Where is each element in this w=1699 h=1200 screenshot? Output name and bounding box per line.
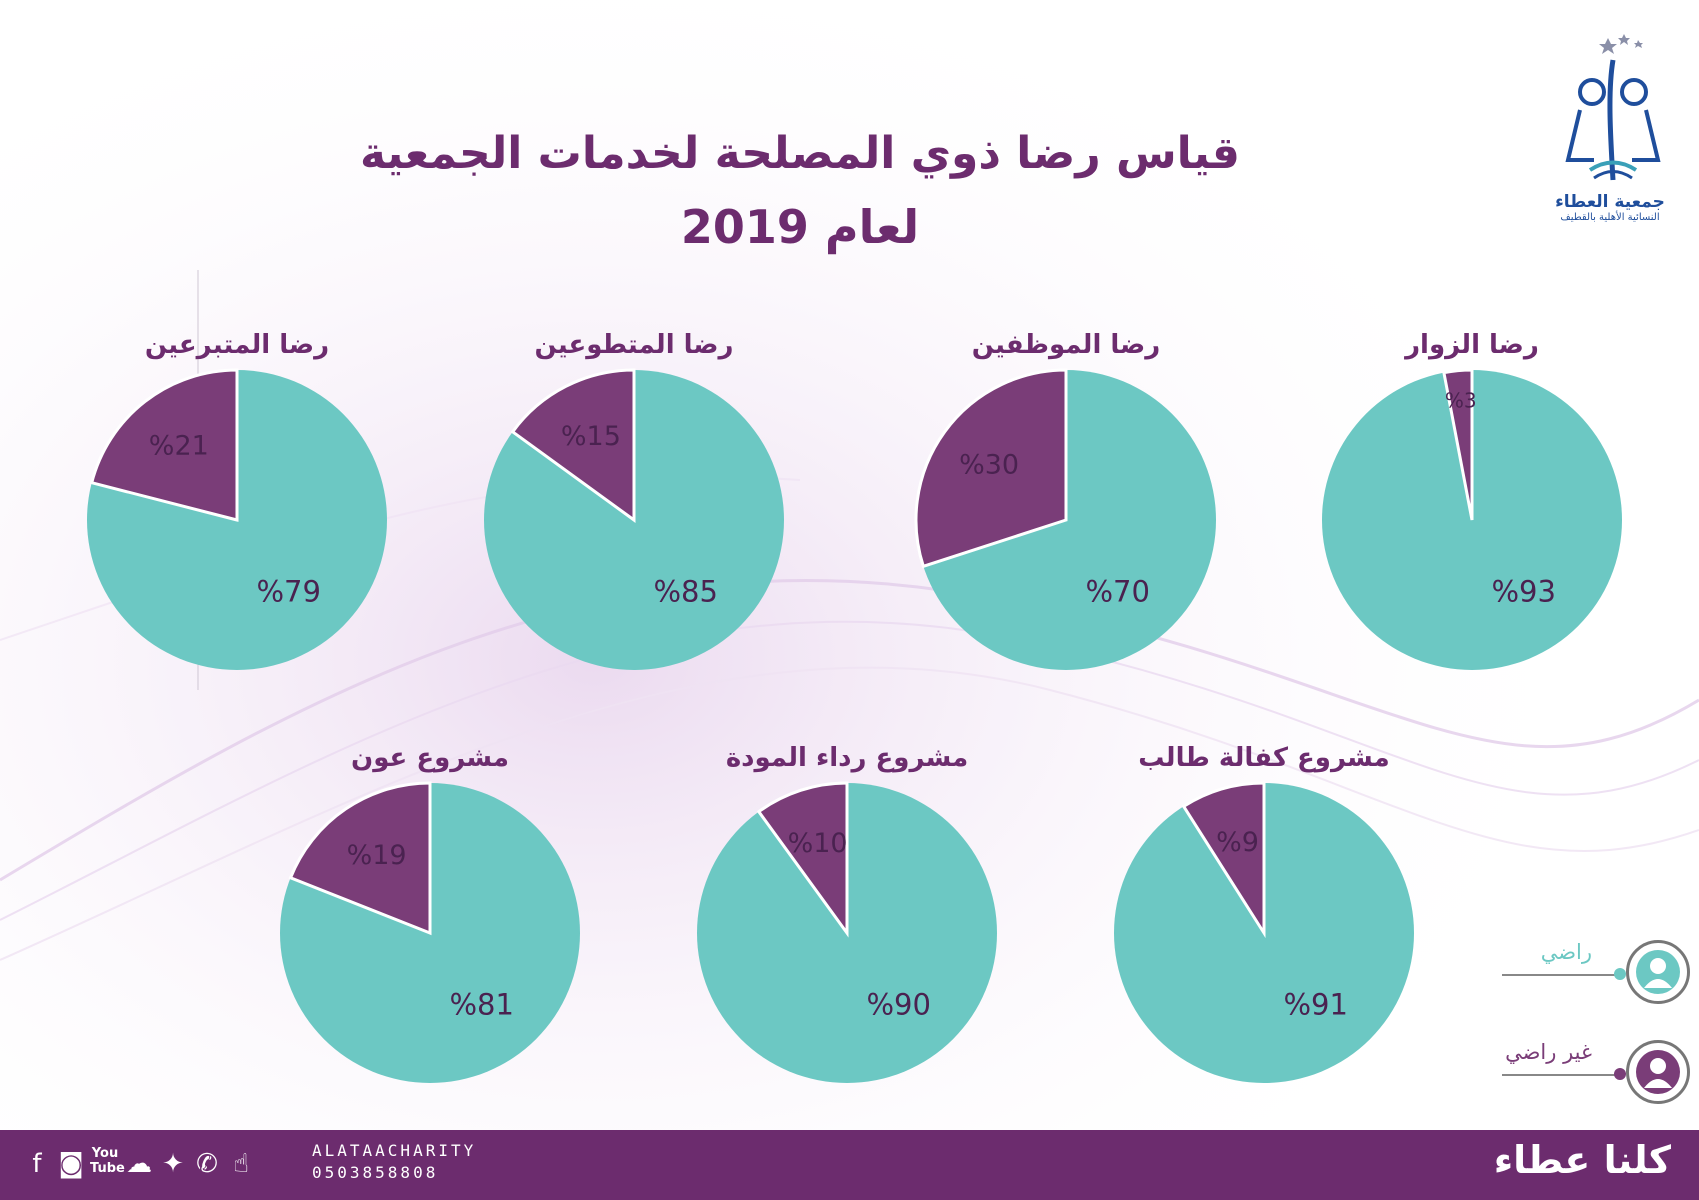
pie-chart-student-sponsorship: مشروع كفالة طالب %9 %91 bbox=[1094, 738, 1434, 1088]
pie-svg: %9 %91 bbox=[1114, 781, 1414, 1083]
logo-name: جمعية العطاء bbox=[1555, 192, 1665, 212]
youtube-icon[interactable]: You Tube bbox=[90, 1146, 125, 1176]
logo-emblem-icon bbox=[1565, 34, 1661, 181]
legend-item-satisfied: راضي bbox=[1500, 940, 1690, 1020]
pie-title: مشروع كفالة طالب bbox=[1138, 743, 1390, 773]
like-icon[interactable]: ☝ bbox=[233, 1149, 249, 1179]
person-icon bbox=[1636, 950, 1680, 994]
legend-line bbox=[1502, 1074, 1622, 1076]
pie-chart-volunteers: رضا المتطوعين %15 %85 bbox=[464, 325, 804, 675]
pie-svg: %10 %90 bbox=[697, 781, 997, 1083]
pie-label-unsatisfied: %15 bbox=[561, 421, 621, 452]
instagram-icon[interactable]: ◙ bbox=[58, 1149, 84, 1179]
pie-label-satisfied: %90 bbox=[866, 987, 930, 1021]
snapchat-icon[interactable]: ☁ bbox=[126, 1149, 152, 1179]
footer-contact: ALATAACHARITY 0503858808 bbox=[312, 1140, 476, 1184]
legend-dot bbox=[1614, 1068, 1626, 1080]
social-handle[interactable]: ALATAACHARITY bbox=[312, 1141, 477, 1160]
pie-chart-employees: رضا الموظفين %30 %70 bbox=[896, 325, 1236, 675]
pie-title: رضا المتبرعين bbox=[144, 330, 330, 360]
whatsapp-icon[interactable]: ✆ bbox=[196, 1149, 218, 1179]
pie-label-satisfied: %93 bbox=[1491, 574, 1555, 608]
twitter-icon[interactable]: ✦ bbox=[162, 1149, 184, 1179]
legend-label: راضي bbox=[1540, 940, 1592, 964]
footer-slogan: كلنا عطاء bbox=[1493, 1138, 1671, 1182]
pie-label-unsatisfied: %9 bbox=[1216, 827, 1259, 858]
pie-label-unsatisfied: %3 bbox=[1445, 389, 1477, 413]
pie-slice-unsatisfied bbox=[288, 781, 432, 936]
pie-title: رضا الزوار bbox=[1405, 330, 1539, 360]
legend-item-unsatisfied: غير راضي bbox=[1500, 1040, 1690, 1120]
footer-bar: f ◙ You Tube ☁ ✦ ✆ ☝ ALATAACHARITY 050385… bbox=[0, 1130, 1699, 1200]
pie-title: رضا الموظفين bbox=[971, 330, 1161, 360]
pie-slice-unsatisfied bbox=[914, 368, 1068, 569]
legend-circle bbox=[1626, 940, 1690, 1004]
page-title: قياس رضا ذوي المصلحة لخدمات الجمعية bbox=[360, 128, 1240, 179]
pie-label-unsatisfied: %10 bbox=[788, 828, 848, 859]
phone-number[interactable]: 0503858808 bbox=[312, 1163, 439, 1182]
social-icons: f ◙ You Tube ☁ ✦ ✆ ☝ bbox=[22, 1146, 256, 1182]
pie-label-satisfied: %91 bbox=[1283, 987, 1347, 1021]
pie-slice-unsatisfied bbox=[89, 368, 239, 522]
person-icon bbox=[1636, 1050, 1680, 1094]
pie-label-unsatisfied: %19 bbox=[347, 840, 407, 871]
legend-label: غير راضي bbox=[1505, 1040, 1592, 1064]
pie-label-unsatisfied: %30 bbox=[959, 450, 1019, 481]
pie-label-satisfied: %70 bbox=[1085, 574, 1149, 608]
pie-svg: %21 %79 bbox=[87, 368, 387, 670]
pie-svg: %30 %70 bbox=[914, 368, 1216, 670]
legend-circle bbox=[1626, 1040, 1690, 1104]
pie-slice-unsatisfied bbox=[1442, 368, 1474, 521]
pie-chart-aoun-project: مشروع عون %19 %81 bbox=[260, 738, 600, 1088]
pie-slice-unsatisfied bbox=[510, 368, 636, 523]
facebook-icon[interactable]: f bbox=[32, 1149, 42, 1179]
pie-chart-donors: رضا المتبرعين %21 %79 bbox=[67, 325, 407, 675]
logo-subtitle: النسائية الأهلية بالقطيف bbox=[1560, 212, 1660, 223]
pie-slice-unsatisfied bbox=[756, 781, 849, 938]
pie-label-satisfied: %81 bbox=[449, 987, 513, 1021]
pie-label-unsatisfied: %21 bbox=[149, 430, 209, 461]
pie-chart-mawadda-robe: مشروع رداء المودة %10 %90 bbox=[677, 738, 1017, 1088]
pie-svg: %15 %85 bbox=[484, 368, 784, 670]
pie-label-satisfied: %79 bbox=[256, 574, 320, 608]
pie-slice-unsatisfied bbox=[1181, 781, 1266, 939]
pie-title: رضا المتطوعين bbox=[534, 330, 734, 360]
pie-chart-visitors: رضا الزوار %3 %93 bbox=[1302, 325, 1642, 675]
pie-title: مشروع عون bbox=[351, 743, 509, 773]
legend-dot bbox=[1614, 968, 1626, 980]
pie-svg: %19 %81 bbox=[280, 781, 580, 1083]
pie-svg: %3 %93 bbox=[1322, 368, 1622, 670]
pie-label-satisfied: %85 bbox=[653, 574, 717, 608]
legend-line bbox=[1502, 974, 1622, 976]
pie-title: مشروع رداء المودة bbox=[725, 743, 969, 773]
organization-logo: جمعية العطاء النسائية الأهلية بالقطيف bbox=[1535, 30, 1685, 250]
page-subtitle-year: لعام 2019 bbox=[680, 200, 920, 254]
